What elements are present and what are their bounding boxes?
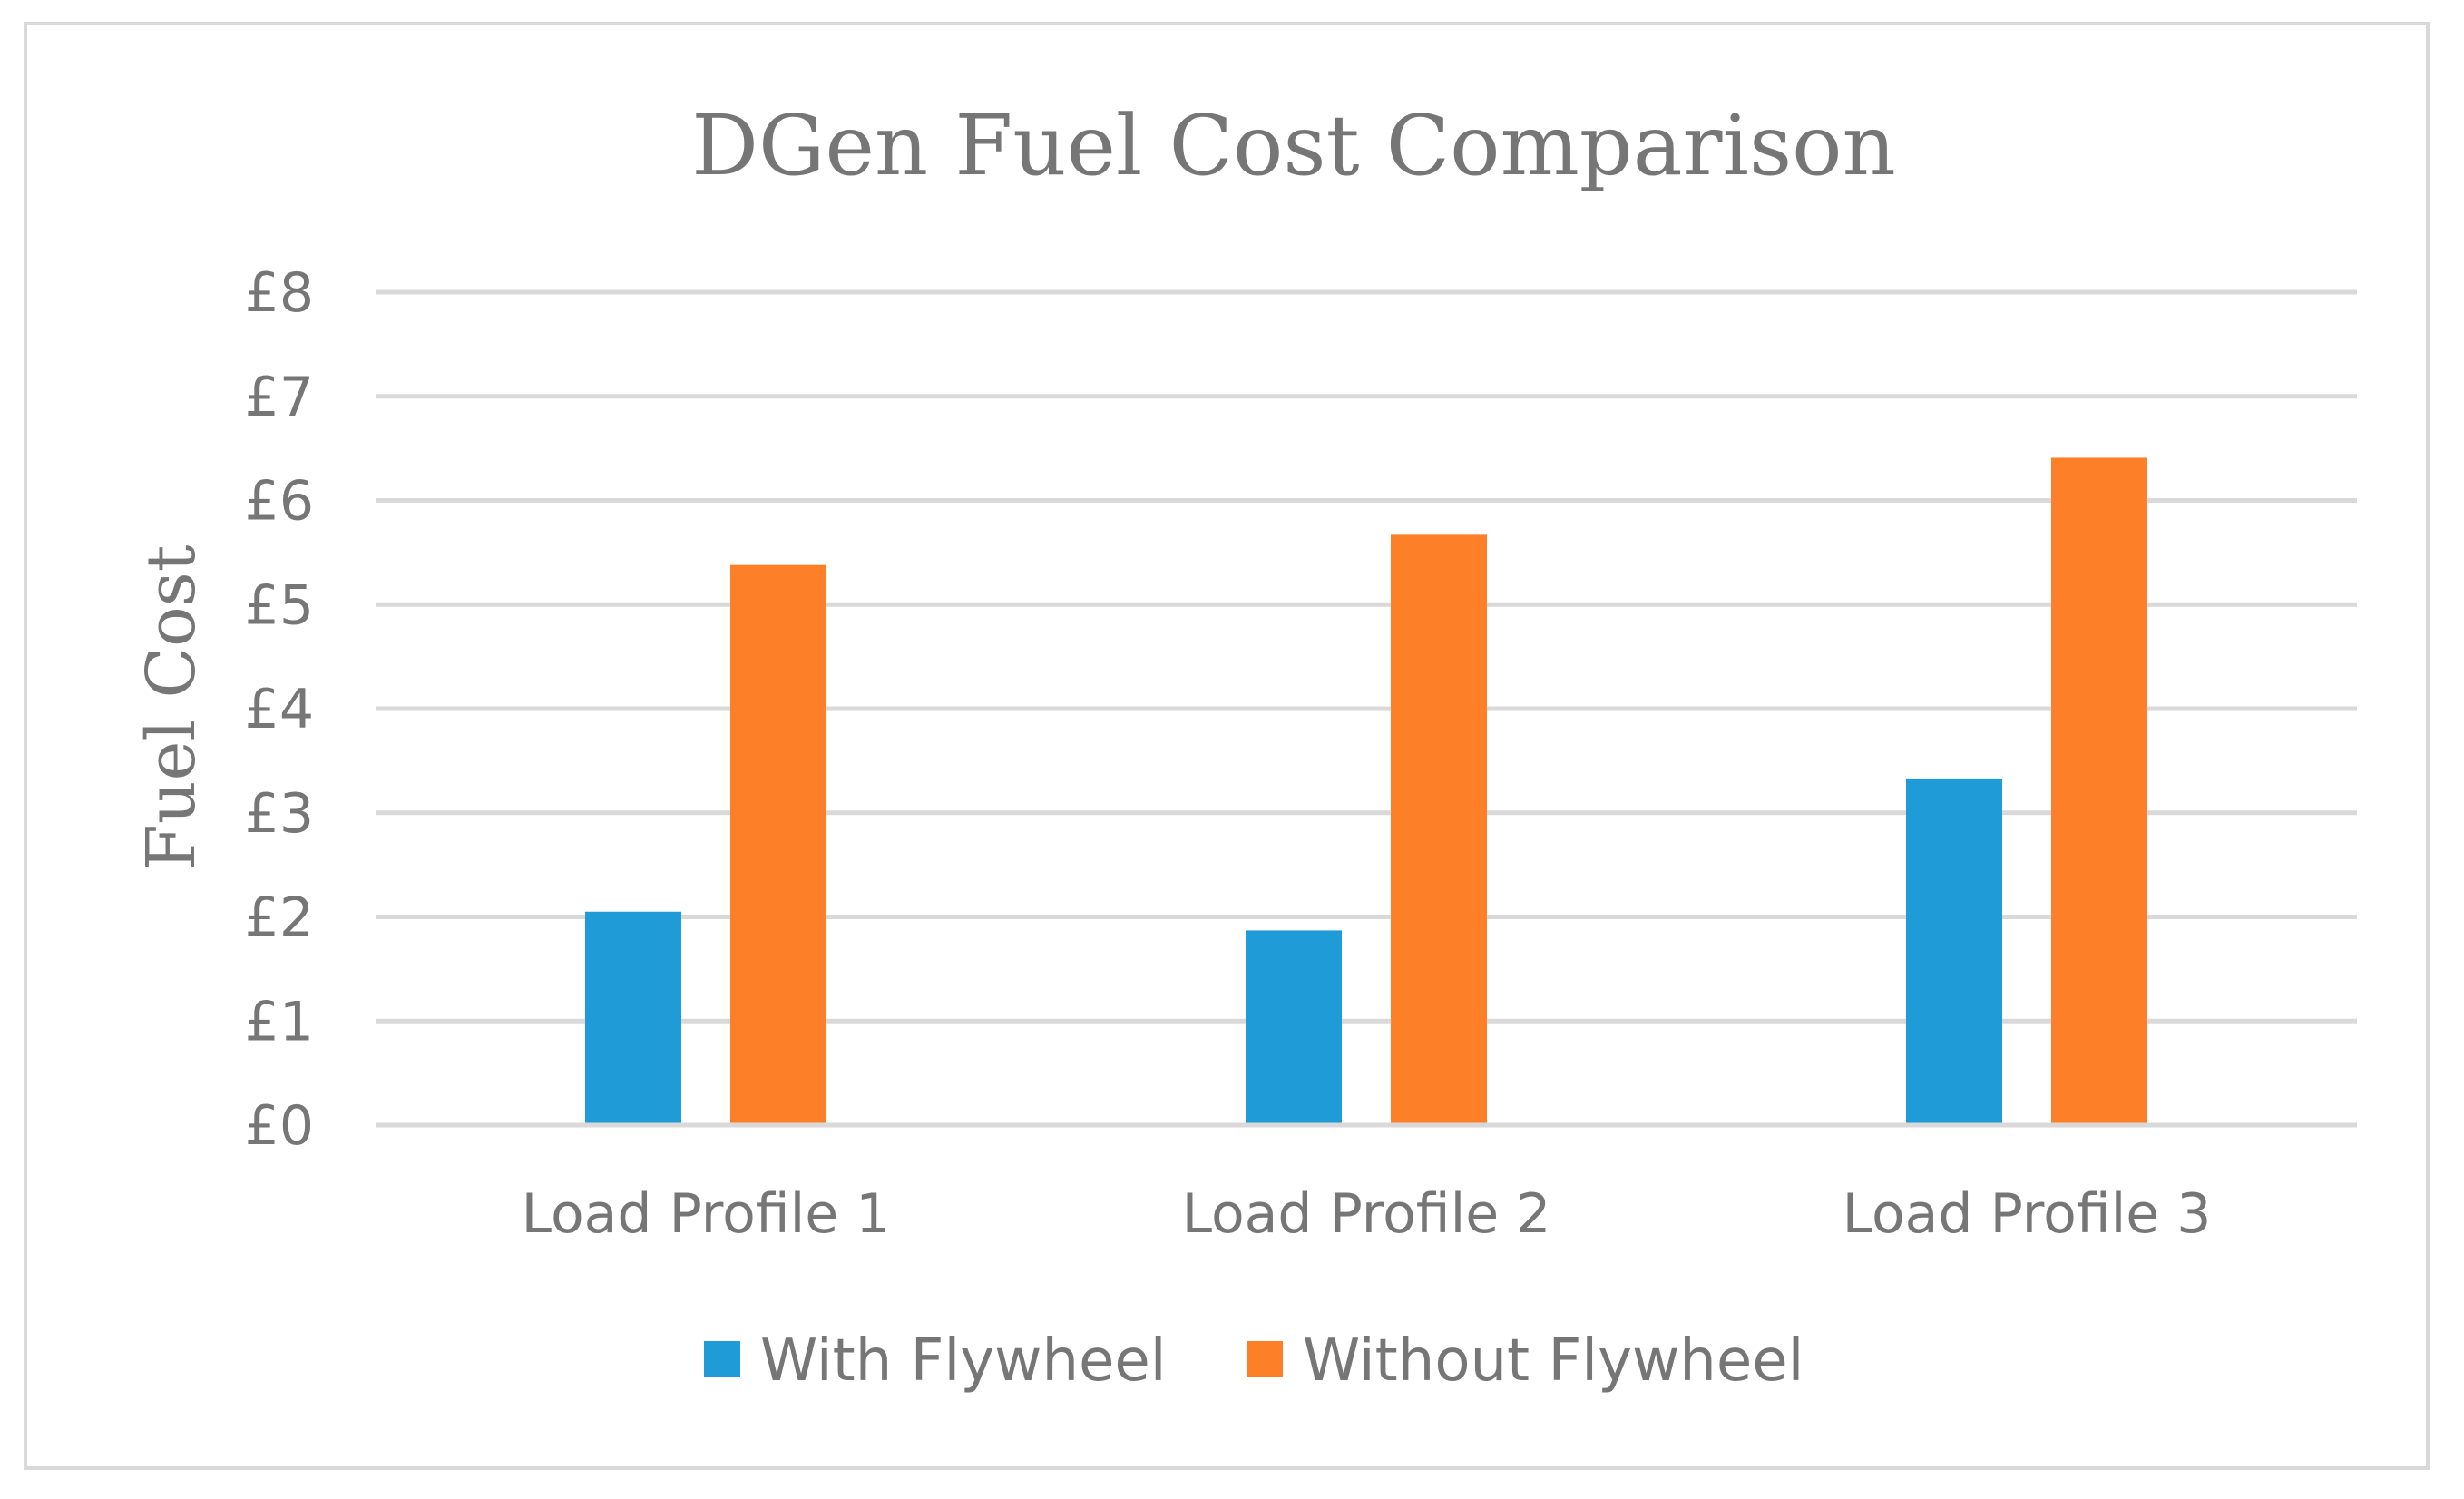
y-tick-label: £0 — [245, 1094, 314, 1158]
y-tick-label: £7 — [245, 366, 314, 429]
y-tick-label: £4 — [245, 678, 314, 741]
y-axis-ticks: £0 £1 £2 £3 £4 £5 £6 £7 £8 — [245, 261, 314, 1158]
x-tick-label: Load Profile 2 — [1182, 1182, 1551, 1246]
bar-without-flywheel-2 — [1391, 534, 1487, 1125]
chart-frame — [24, 22, 2430, 1470]
x-tick-label: Load Profile 3 — [1843, 1182, 2212, 1246]
bar-with-flywheel-3 — [1906, 778, 2002, 1125]
bar-with-flywheel-1 — [585, 911, 681, 1125]
legend-swatch-without-flywheel — [1247, 1341, 1283, 1377]
y-tick-label: £3 — [245, 782, 314, 846]
gridlines — [376, 289, 2357, 1024]
y-tick-label: £1 — [245, 990, 314, 1053]
bars — [585, 457, 2147, 1125]
bar-without-flywheel-3 — [2051, 457, 2147, 1125]
y-tick-label: £5 — [245, 573, 314, 637]
x-tick-label: Load Profile 1 — [522, 1182, 891, 1246]
chart-title: DGen Fuel Cost Comparison — [691, 97, 1896, 194]
y-axis-label: Fuel Cost — [132, 544, 210, 870]
legend-label: Without Flywheel — [1303, 1328, 1804, 1395]
x-axis-ticks: Load Profile 1 Load Profile 2 Load Profile… — [522, 1182, 2212, 1246]
bar-without-flywheel-1 — [730, 564, 826, 1125]
legend-label: With Flywheel — [760, 1328, 1167, 1395]
bar-with-flywheel-2 — [1246, 930, 1342, 1125]
legend-swatch-with-flywheel — [704, 1341, 740, 1377]
legend: With Flywheel Without Flywheel — [704, 1328, 1804, 1395]
y-tick-label: £2 — [245, 887, 314, 950]
y-tick-label: £8 — [245, 261, 314, 325]
y-tick-label: £6 — [245, 470, 314, 534]
